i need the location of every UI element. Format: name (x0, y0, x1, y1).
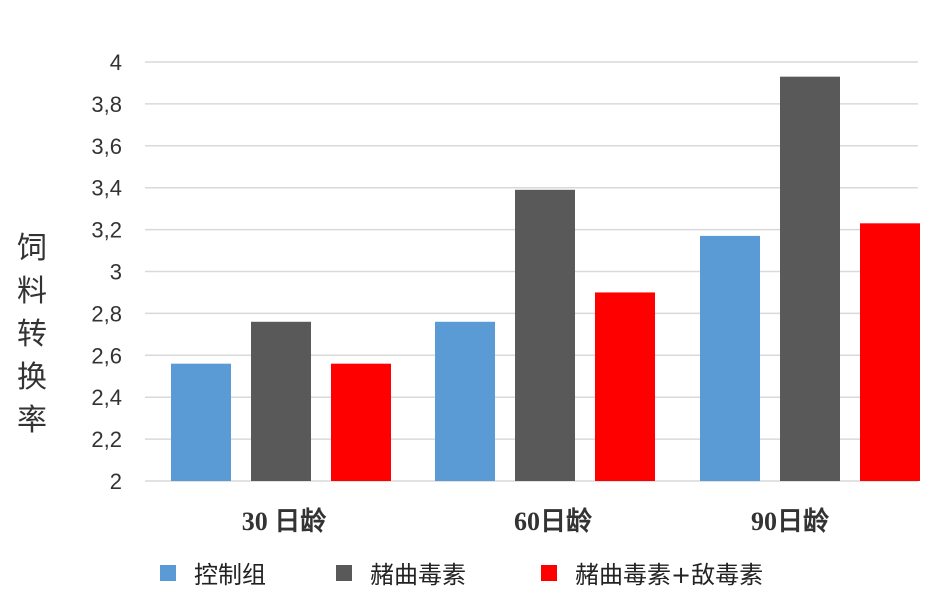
bar-3-3 (860, 223, 920, 481)
y-tick-label: 3,2 (91, 218, 122, 243)
legend-swatch (541, 565, 557, 581)
y-tick-label: 3 (110, 260, 122, 285)
y-tick-label: 2,4 (91, 385, 122, 410)
x-category-label: 90日龄 (751, 506, 830, 536)
bars (171, 76, 920, 482)
bar-3-2 (595, 292, 655, 481)
x-category-label: 60日龄 (514, 506, 593, 536)
legend-label: 赭曲毒素+敌毒素 (575, 561, 763, 589)
y-tick-label: 3,6 (91, 134, 122, 159)
legend-swatch (160, 565, 176, 581)
legend-label: 控制组 (194, 561, 266, 589)
y-tick-label: 3,4 (91, 176, 122, 201)
y-axis-label: 饲料转换率 (17, 231, 47, 438)
bar-1-3 (700, 235, 760, 481)
bar-2-3 (780, 76, 840, 481)
legend-label: 赭曲毒素 (370, 561, 466, 589)
x-axis-category-labels: 30 日龄 60日龄 90日龄 (242, 506, 830, 536)
x-category-label: 30 日龄 (242, 506, 328, 536)
y-axis-tick-labels: 2 2,2 2,4 2,6 2,8 3 3,2 3,4 3,6 3,8 4 (91, 50, 122, 494)
y-tick-label: 2,8 (91, 301, 122, 326)
y-tick-label: 2,6 (91, 343, 122, 368)
y-tick-label: 4 (110, 50, 122, 75)
bar-1-2 (435, 321, 495, 481)
y-tick-label: 2,2 (91, 427, 122, 452)
bar-2-1 (251, 321, 311, 481)
bar-1-1 (171, 363, 231, 481)
bar-3-1 (331, 363, 391, 481)
legend: 控制组 赭曲毒素 赭曲毒素+敌毒素 (160, 561, 763, 589)
legend-swatch (336, 565, 352, 581)
bar-2-2 (515, 189, 575, 482)
y-tick-label: 3,8 (91, 92, 122, 117)
y-tick-label: 2 (110, 469, 122, 494)
